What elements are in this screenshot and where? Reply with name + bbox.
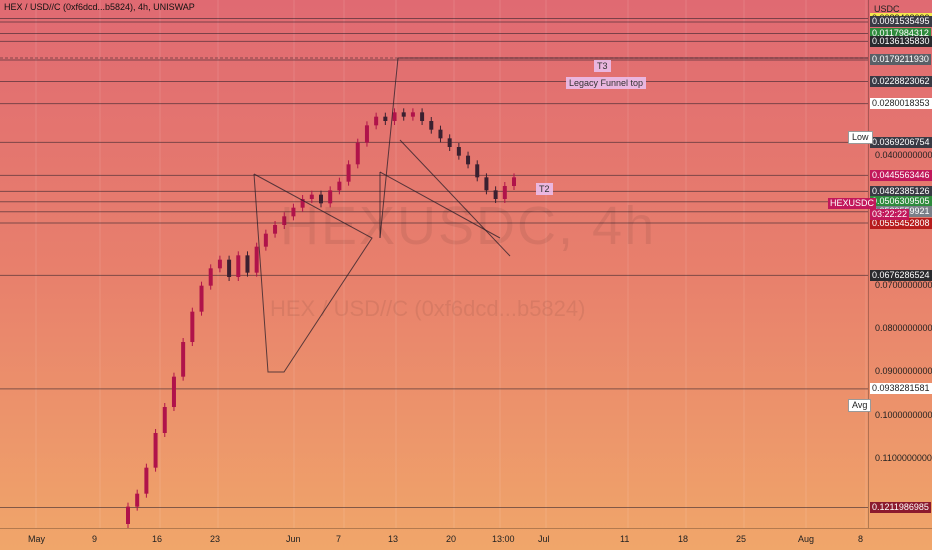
candle-body-41 [502,186,507,199]
wedge-upper [399,139,511,257]
candle-body-10 [217,259,222,269]
y-tick-1: 0.0700000000 [875,279,932,290]
x-tick-13: Aug [798,534,815,544]
candle-body-19 [300,199,305,208]
low-label: Low [848,131,873,144]
candle-body-11 [227,259,232,277]
candle-body-12 [236,255,241,277]
y-tick-4: 0.1000000000 [875,409,932,420]
countdown-tag: 03:22:22 [870,209,910,220]
candle-body-27 [374,116,379,126]
candle-body-38 [475,164,480,178]
candle-body-18 [291,207,296,217]
x-tick-6: 13 [388,534,399,544]
avg-label: Avg [848,399,872,412]
x-tick-7: 20 [446,534,457,544]
y-tick-2: 0.0800000000 [875,323,932,333]
candle-body-42 [512,177,516,186]
x-tick-11: 18 [678,534,689,544]
triangle-pattern [253,173,373,373]
price-tag-1: 0.0091535495 [870,16,932,28]
candle-body-6 [181,342,186,377]
candle-body-0 [126,506,130,524]
y-tick-0: 0.0400000000 [875,149,932,160]
candle-body-24 [346,164,351,182]
time-axis[interactable]: May 9 16 23 Jun 7 13 20 13:00 Jul 11 18 25 Aug 8 [0,528,932,551]
annotation-t3[interactable]: T3 [594,60,611,72]
price-tag-6: 0.0280018353 [870,98,932,110]
candle-body-3 [153,433,158,468]
price-tag-3: 0.0136135830 [870,35,932,47]
x-tick-2: 16 [152,534,163,544]
candle-body-28 [383,116,388,121]
candle-body-1 [135,493,140,507]
candle-body-39 [484,177,489,191]
candle-body-37 [466,155,471,165]
watermark-symbol: HEXUSDC, 4h [280,196,657,256]
candle-body-16 [273,225,278,234]
x-tick-0: May [28,534,46,544]
candle-body-30 [401,112,406,117]
wedge-lower [379,171,501,239]
price-tag-8: 0.0445563446 [870,169,932,181]
annotation-legacy-funnel-top[interactable]: Legacy Funnel top [566,77,647,89]
plot-svg [0,18,868,528]
x-tick-4: Jun [286,534,301,544]
candle-body-15 [263,233,268,247]
candle-body-5 [171,376,176,407]
candle-body-25 [355,142,360,165]
y-tick-5: 0.1100000000 [875,453,932,463]
candle-body-8 [199,285,204,312]
candle-body-14 [254,246,259,273]
candle-body-4 [162,407,167,433]
candle-body-40 [493,190,498,199]
candle-body-13 [245,255,250,273]
price-tag-13: 0.0676286524 [870,269,932,281]
watermark-pair: HEX / USD//C (0xf6dcd...b5824) [270,296,586,321]
plot-area[interactable]: HEXUSDC, 4h HEX / USD//C (0xf6dcd...b582… [0,0,868,528]
price-axis[interactable]: 0.0400000000 0.0700000000 0.0800000000 0.09… [868,0,932,528]
candle-body-7 [190,311,195,342]
x-tick-1: 9 [92,534,98,544]
price-tag-5: 0.0228823062 [870,75,932,87]
candle-body-9 [208,268,213,286]
candle-body-2 [144,467,149,494]
candle-body-17 [282,216,287,225]
candle-body-32 [420,112,425,121]
price-tag-10: 0.0506309505 [870,196,932,208]
candle-body-26 [364,125,369,143]
price-tag-4: 0.0179211930 [870,54,931,66]
price-tag-12: 0.0555452808 [870,217,932,229]
y-tick-3: 0.0900000000 [875,366,932,377]
candle-body-20 [309,194,314,199]
price-tag-14: 0.0938281581 [870,383,932,395]
price-tag-15: 0.1211986985 [870,502,931,514]
candle-body-23 [337,181,342,191]
price-tag-2: 0.0117984312 [870,27,931,39]
x-tick-5: 7 [336,534,342,544]
current-symbol-tag: HEXUSDC [828,198,877,209]
chart-title: HEX / USD//C (0xf6dcd...b5824), 4h, UNIS… [4,2,195,12]
candle-body-22 [328,190,333,204]
x-tick-12: 25 [736,534,747,544]
spike-line [379,57,399,239]
candle-body-21 [319,194,323,204]
x-tick-9: Jul [538,534,550,544]
price-tag-9: 0.0482385126 [870,185,932,197]
x-tick-8: 13:00 [492,534,515,544]
candle-body-36 [456,147,461,156]
candle-body-35 [447,138,452,147]
x-tick-14: 8 [858,534,864,544]
candle-body-34 [438,129,443,139]
price-tag-7: 0.0369206754 [870,136,932,148]
candle-body-33 [429,121,434,130]
y-axis-unit: USDC [874,4,900,14]
candle-body-29 [392,112,397,121]
annotation-t2[interactable]: T2 [536,183,553,195]
candle-body-31 [410,112,415,117]
x-tick-3: 23 [210,534,221,544]
x-tick-10: 11 [620,534,630,544]
